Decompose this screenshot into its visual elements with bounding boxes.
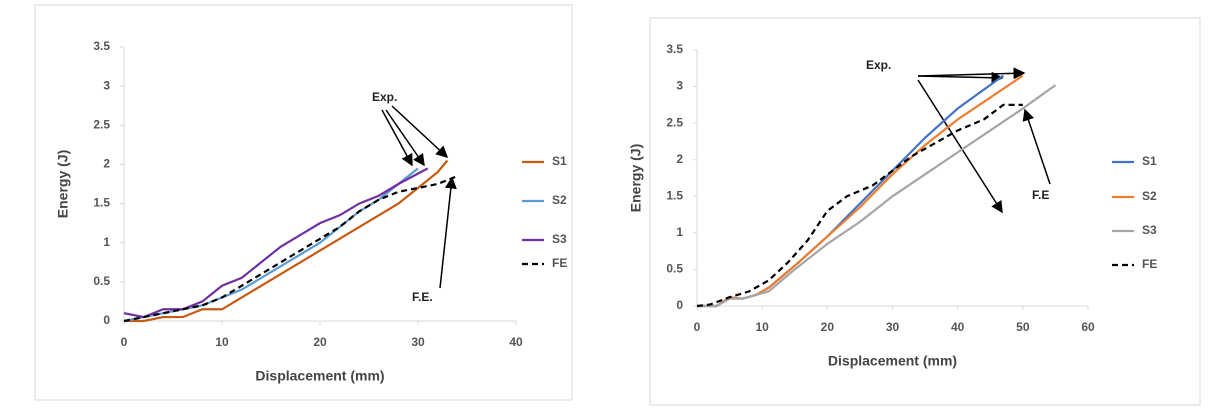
y-tick-label: 3.5 xyxy=(666,42,683,56)
legend-label: FE xyxy=(1142,257,1157,271)
x-axis-title: Displacement (mm) xyxy=(255,368,384,384)
series-line xyxy=(124,159,449,323)
y-tick-label: 0.5 xyxy=(93,274,110,288)
legend-label: FE xyxy=(552,256,567,270)
y-tick-label: 1.5 xyxy=(93,196,110,210)
y-axis-title: Energy (J) xyxy=(628,144,644,212)
x-tick-label: 30 xyxy=(411,335,425,349)
legend-label: S1 xyxy=(1142,154,1157,168)
y-tick-label: 1.5 xyxy=(666,188,683,202)
series-line xyxy=(696,103,1023,308)
x-tick-label: 20 xyxy=(313,335,327,349)
y-tick-label: 2 xyxy=(103,157,110,171)
series-line xyxy=(123,167,429,319)
legend-label: S2 xyxy=(1142,189,1157,203)
y-axis-title: Energy (J) xyxy=(55,150,71,218)
y-tick-label: 1 xyxy=(103,235,110,249)
x-tick-label: 30 xyxy=(886,320,900,334)
annotation: F.E. xyxy=(412,290,433,304)
y-tick-label: 2 xyxy=(676,152,683,166)
x-tick-label: 40 xyxy=(951,320,965,334)
y-tick-label: 2.5 xyxy=(666,115,683,129)
legend-label: S3 xyxy=(552,232,567,246)
series-line xyxy=(123,175,458,323)
x-tick-label: 20 xyxy=(821,320,835,334)
legend-label: S2 xyxy=(552,193,567,207)
x-tick-label: 50 xyxy=(1016,320,1030,334)
y-tick-label: 0 xyxy=(676,298,683,312)
y-tick-label: 3 xyxy=(676,79,683,93)
x-tick-label: 40 xyxy=(509,335,523,349)
chart-frame xyxy=(649,17,1201,406)
legend-label: S1 xyxy=(552,154,567,168)
y-tick-label: 0.5 xyxy=(666,262,683,276)
annotation: Exp. xyxy=(866,58,891,72)
chart-frame xyxy=(34,4,573,401)
y-tick-label: 3.5 xyxy=(93,39,110,53)
x-tick-label: 0 xyxy=(694,320,701,334)
y-tick-label: 3 xyxy=(103,78,110,92)
x-tick-label: 10 xyxy=(215,335,229,349)
series-line xyxy=(697,84,1057,308)
x-tick-label: 10 xyxy=(755,320,769,334)
y-tick-label: 2.5 xyxy=(93,117,110,131)
legend-label: S3 xyxy=(1142,223,1157,237)
annotation: F.E xyxy=(1032,188,1049,202)
x-axis-title: Displacement (mm) xyxy=(828,353,957,369)
x-tick-label: 60 xyxy=(1081,320,1095,334)
y-tick-label: 0 xyxy=(103,313,110,327)
annotation-arrows xyxy=(381,67,1051,289)
annotation: Exp. xyxy=(372,90,397,104)
y-tick-label: 1 xyxy=(676,225,683,239)
x-tick-label: 0 xyxy=(121,335,128,349)
